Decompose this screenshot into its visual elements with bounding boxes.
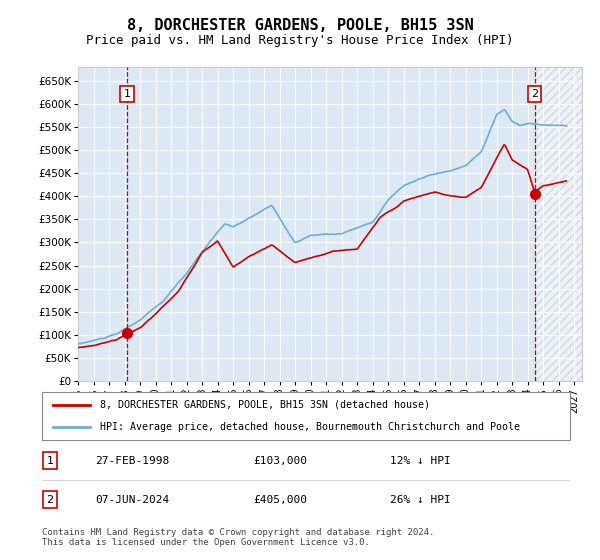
Text: £103,000: £103,000: [253, 456, 307, 465]
Text: 1: 1: [124, 89, 130, 99]
Text: 27-FEB-1998: 27-FEB-1998: [95, 456, 169, 465]
Text: 12% ↓ HPI: 12% ↓ HPI: [391, 456, 451, 465]
Text: Price paid vs. HM Land Registry's House Price Index (HPI): Price paid vs. HM Land Registry's House …: [86, 34, 514, 47]
Bar: [535, 67, 582, 381]
Text: Contains HM Land Registry data © Crown copyright and database right 2024.
This d: Contains HM Land Registry data © Crown c…: [42, 528, 434, 547]
Text: 8, DORCHESTER GARDENS, POOLE, BH15 3SN: 8, DORCHESTER GARDENS, POOLE, BH15 3SN: [127, 18, 473, 32]
Text: £405,000: £405,000: [253, 495, 307, 505]
Text: 2: 2: [46, 495, 53, 505]
Text: 1: 1: [46, 456, 53, 465]
FancyBboxPatch shape: [42, 392, 570, 440]
Text: 2: 2: [531, 89, 538, 99]
Text: 26% ↓ HPI: 26% ↓ HPI: [391, 495, 451, 505]
Text: 07-JUN-2024: 07-JUN-2024: [95, 495, 169, 505]
Text: HPI: Average price, detached house, Bournemouth Christchurch and Poole: HPI: Average price, detached house, Bour…: [100, 422, 520, 432]
Text: 8, DORCHESTER GARDENS, POOLE, BH15 3SN (detached house): 8, DORCHESTER GARDENS, POOLE, BH15 3SN (…: [100, 400, 430, 410]
